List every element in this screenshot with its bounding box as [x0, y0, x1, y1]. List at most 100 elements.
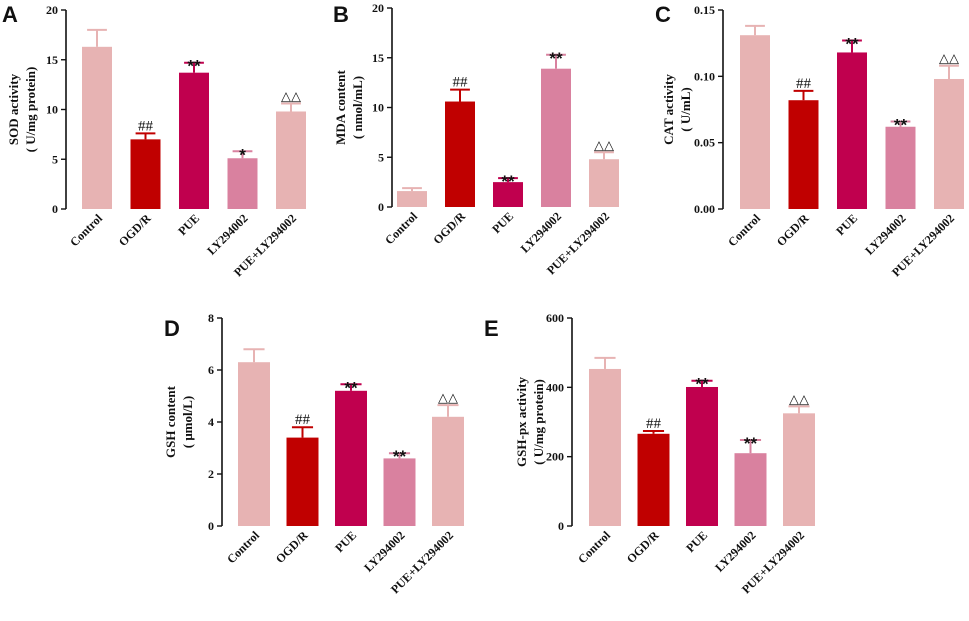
- panel-d-ytick-label: 4: [208, 415, 214, 429]
- panel-b-xtick-2: PUE: [489, 209, 516, 236]
- panel-c-letter: C: [655, 2, 671, 27]
- panel-a-xtick-2: PUE: [175, 211, 202, 238]
- panel-b-bar-3: [541, 68, 571, 207]
- panel-d-ylabel-1: GSH content: [163, 385, 178, 458]
- panel-d-bar-4: [432, 416, 464, 526]
- panel-e-xtick-1: OGD/R: [624, 528, 662, 566]
- panel-e-annotation-1: ##: [646, 416, 662, 432]
- panel-d-xtick-2: PUE: [332, 528, 359, 555]
- panel-b-ytick-label: 0: [378, 200, 384, 214]
- panel-a-xtick-3: LY294002: [204, 211, 250, 257]
- panel-d-ytick-label: 6: [208, 363, 214, 377]
- panel-e-bar-3: [734, 453, 767, 526]
- panel-a-bar-1: [130, 139, 161, 209]
- panel-e-letter: E: [484, 316, 499, 341]
- panel-c-xtick-2: PUE: [833, 211, 860, 238]
- panel-c-ytick-label: 0.15: [694, 3, 715, 17]
- panel-c-bar-0: [740, 35, 770, 209]
- panel-b-letter: B: [333, 2, 349, 27]
- panel-b-xtick-0: Control: [382, 209, 420, 247]
- panel-c-ytick-label: 0.05: [694, 136, 715, 150]
- panel-b-ytick-label: 5: [378, 150, 384, 164]
- panel-b-annotation-4: △△: [594, 138, 614, 153]
- panel-e-xtick-2: PUE: [683, 528, 710, 555]
- panel-a-bar-4: [276, 111, 306, 209]
- panel-c-ytick-label: 0.10: [694, 69, 715, 83]
- panel-a-xtick-1: OGD/R: [116, 211, 154, 249]
- panel-a-xtick-0: Control: [67, 211, 105, 249]
- panel-b-bar-4: [589, 159, 619, 207]
- panel-c-bar-3: [885, 126, 916, 209]
- panel-b-xtick-1: OGD/R: [430, 209, 468, 247]
- panel-a-ylabel-1: SOD activity: [6, 73, 21, 145]
- panel-e-bar-0: [589, 368, 621, 526]
- panel-e-bar-4: [783, 413, 815, 526]
- panel-a-ytick-label: 15: [46, 53, 58, 67]
- panel-b-ytick-label: 10: [372, 101, 384, 115]
- panel-e-bar-1: [637, 433, 670, 526]
- panel-d-ylabel-2: ( μmol/L): [180, 396, 195, 449]
- panel-c-ylabel-2: ( U/mL): [678, 87, 693, 131]
- panel-d-bar-1: [286, 437, 319, 526]
- panel-a-ytick-label: 10: [46, 103, 58, 117]
- panel-d-ytick-label: 0: [208, 519, 214, 533]
- panel-a-ytick-label: 0: [52, 202, 58, 216]
- panel-a-bar-0: [82, 46, 112, 209]
- panel-e-ytick-label: 600: [546, 311, 564, 325]
- panel-d-xtick-0: Control: [224, 528, 262, 566]
- panel-b-ylabel-1: MDA content: [333, 69, 348, 144]
- panel-a-annotation-2: **: [187, 57, 201, 76]
- panel-d-ytick-label: 8: [208, 311, 214, 325]
- panel-a-bar-3: [227, 158, 258, 209]
- panel-b-annotation-2: **: [501, 172, 515, 191]
- panel-b-bar-1: [445, 101, 475, 207]
- panel-c-bar-2: [837, 52, 867, 209]
- panel-c-annotation-1: ##: [796, 76, 812, 92]
- panel-c-annotation-3: **: [894, 115, 908, 134]
- panel-c-annotation-2: **: [845, 35, 859, 54]
- panel-c-ytick-label: 0.00: [694, 202, 715, 216]
- panel-e-xtick-3: LY294002: [712, 528, 758, 574]
- panel-c-xtick-1: OGD/R: [774, 211, 812, 249]
- panel-a-bar-2: [179, 72, 209, 209]
- panel-c-annotation-4: △△: [939, 52, 959, 67]
- panel-d-ytick-label: 2: [208, 467, 214, 481]
- panel-d-xtick-3: LY294002: [361, 528, 407, 574]
- panel-b-bar-0: [397, 191, 427, 207]
- panel-d-annotation-1: ##: [295, 412, 311, 428]
- panel-b-ylabel-2: ( nmol/mL): [350, 76, 365, 139]
- panel-d-xtick-1: OGD/R: [273, 528, 311, 566]
- panel-c-xtick-3: LY294002: [862, 211, 908, 257]
- panel-d-bar-0: [238, 362, 270, 526]
- panel-b-ytick-label: 20: [372, 1, 384, 15]
- panel-d-annotation-3: **: [393, 447, 407, 466]
- panel-e-annotation-3: **: [744, 434, 758, 453]
- panel-c-xtick-0: Control: [725, 211, 763, 249]
- panel-a-annotation-4: △△: [281, 90, 301, 105]
- panel-b-annotation-3: **: [549, 49, 563, 68]
- panel-e-annotation-2: **: [695, 375, 709, 394]
- panel-d-annotation-4: △△: [438, 391, 458, 406]
- panel-e-bar-2: [686, 386, 718, 526]
- panel-b-annotation-1: ##: [453, 75, 469, 91]
- panel-d-letter: D: [164, 316, 180, 341]
- panel-d-bar-3: [383, 458, 416, 526]
- panel-a-annotation-1: ##: [138, 118, 154, 134]
- panel-e-ytick-label: 0: [558, 519, 564, 533]
- panel-e-ytick-label: 400: [546, 380, 564, 394]
- panel-b-ytick-label: 15: [372, 51, 384, 65]
- panel-a-letter: A: [2, 2, 18, 27]
- panel-a-ylabel-2: ( U/mg protein): [23, 67, 38, 153]
- panel-e-ylabel-1: GSH-px activity: [514, 377, 529, 467]
- panel-e-ylabel-2: ( U/mg protein): [531, 379, 546, 465]
- panel-e-annotation-4: △△: [789, 392, 809, 407]
- panel-a-annotation-3: *: [239, 145, 246, 164]
- panel-c-ylabel-1: CAT activity: [661, 74, 676, 145]
- panel-d-bar-2: [335, 390, 367, 526]
- panel-e-ytick-label: 200: [546, 450, 564, 464]
- panel-c-bar-1: [788, 100, 819, 209]
- panel-e-xtick-0: Control: [575, 528, 613, 566]
- panel-d-annotation-2: **: [344, 378, 358, 397]
- panel-b-bar-2: [493, 182, 523, 207]
